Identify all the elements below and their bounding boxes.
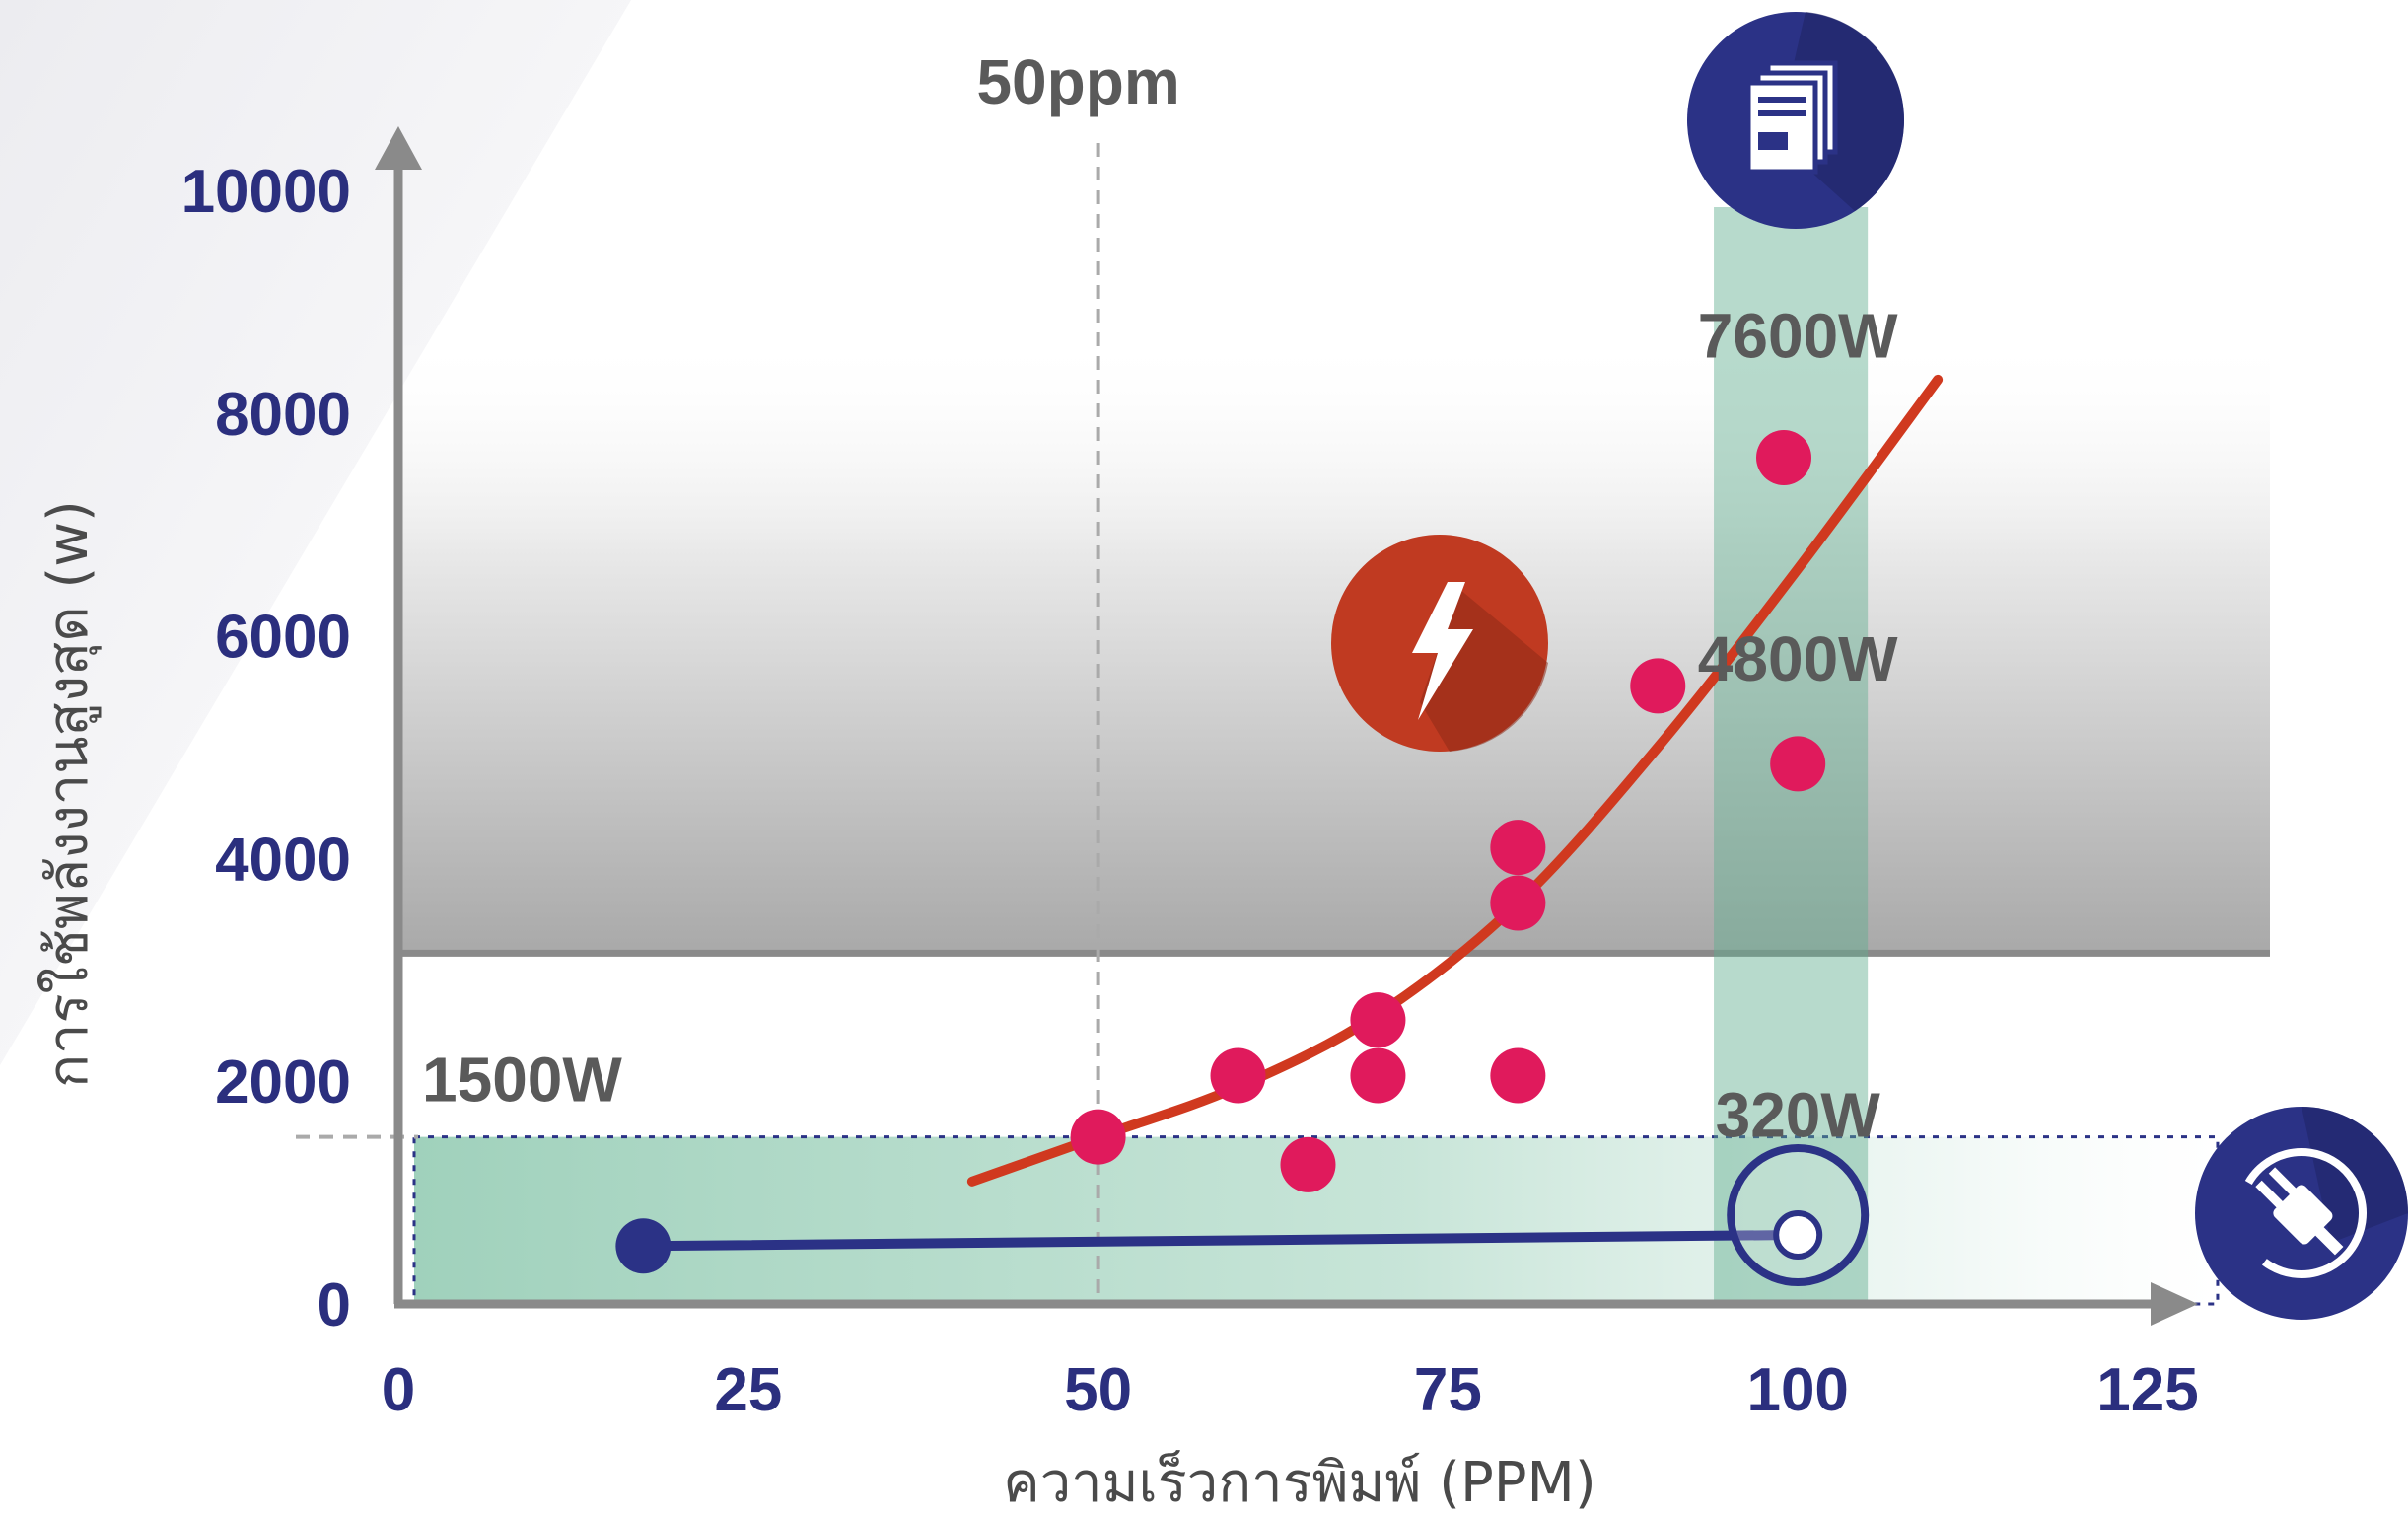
x-tick-label: 50 xyxy=(1064,1356,1132,1424)
low-power-line-end-dot xyxy=(1773,1210,1823,1261)
y-axis-arrow xyxy=(375,126,422,170)
y-tick-label: 4000 xyxy=(215,826,351,894)
data-point xyxy=(1770,736,1826,792)
low-power-line-start xyxy=(615,1218,672,1274)
y-tick-label: 10000 xyxy=(181,158,351,226)
data-point xyxy=(1210,1047,1266,1104)
data-points xyxy=(1070,429,1826,1192)
reference-label-1500w: 1500W xyxy=(422,1045,622,1116)
y-axis-title: การใช้พลังงานสูงสุด (w) xyxy=(36,500,102,1088)
x-tick-label: 75 xyxy=(1414,1356,1482,1424)
data-point xyxy=(1350,992,1406,1048)
y-tick-label: 6000 xyxy=(215,604,351,672)
y-tick-label: 8000 xyxy=(215,381,351,449)
value-annotations: 7600W 4800W 320W xyxy=(1698,300,1898,1150)
trend-curve xyxy=(966,374,1944,1187)
y-tick-label: 0 xyxy=(318,1271,351,1339)
low-power-line xyxy=(638,1230,1804,1252)
x-axis-title: ความเร็วการพิมพ์ (PPM) xyxy=(1003,1449,1595,1515)
data-point xyxy=(1630,658,1686,714)
data-point xyxy=(1280,1136,1336,1192)
document-stack-icon xyxy=(1687,12,1905,229)
lightning-icon xyxy=(1331,535,1548,752)
value-annotation: 320W xyxy=(1716,1080,1881,1151)
x-tick-label: 125 xyxy=(2096,1356,2198,1424)
x-axis-arrow xyxy=(2151,1282,2198,1326)
x-tick-label: 0 xyxy=(382,1356,415,1424)
data-point xyxy=(1490,1047,1546,1104)
data-point xyxy=(1070,1109,1126,1165)
value-annotation: 7600W xyxy=(1698,300,1898,371)
data-point xyxy=(1490,875,1546,931)
y-tick-label: 2000 xyxy=(215,1048,351,1117)
value-annotation: 4800W xyxy=(1698,623,1898,694)
x-tick-label: 100 xyxy=(1746,1356,1848,1424)
data-point xyxy=(1490,820,1546,876)
y-tick-labels: 0 2000 4000 6000 8000 10000 xyxy=(181,158,351,1339)
data-point xyxy=(1756,429,1812,485)
x-tick-labels: 0 25 50 75 100 125 xyxy=(382,1356,2199,1424)
background-tint xyxy=(0,0,631,1065)
data-point xyxy=(1350,1047,1406,1104)
power-plug-icon xyxy=(2195,1107,2408,1320)
reference-label-50ppm: 50ppm xyxy=(976,46,1179,117)
x-tick-label: 25 xyxy=(714,1356,782,1424)
